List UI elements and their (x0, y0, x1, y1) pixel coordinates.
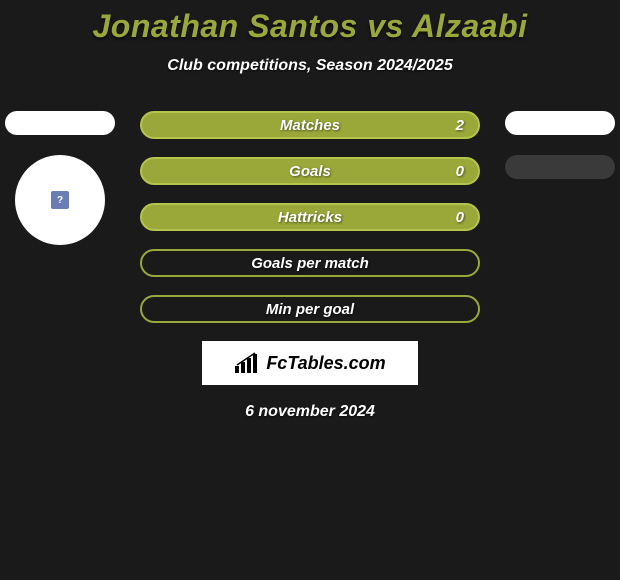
right-player-pill-1 (505, 111, 615, 135)
stat-row-goals-per-match: Goals per match (140, 249, 480, 277)
brand-name: FcTables.com (266, 353, 385, 374)
page-title: Jonathan Santos vs Alzaabi (0, 0, 620, 45)
left-player-avatar: ? (15, 155, 105, 245)
stats-area: ? Matches 2 Goals 0 Hattricks 0 Goals pe… (0, 111, 620, 323)
stat-label: Goals per match (251, 255, 369, 272)
stat-value: 0 (456, 209, 464, 226)
right-player-pill-2 (505, 155, 615, 179)
stat-row-matches: Matches 2 (140, 111, 480, 139)
player2-name: Alzaabi (412, 8, 528, 44)
stat-label: Matches (280, 117, 340, 134)
vs-separator: vs (367, 8, 404, 44)
avatar-placeholder-icon: ? (51, 191, 69, 209)
brand-box[interactable]: FcTables.com (202, 341, 418, 385)
subtitle: Club competitions, Season 2024/2025 (0, 57, 620, 75)
stat-value: 2 (456, 117, 464, 134)
stat-value: 0 (456, 163, 464, 180)
stat-row-goals: Goals 0 (140, 157, 480, 185)
left-player-column: ? (0, 111, 120, 245)
stat-row-min-per-goal: Min per goal (140, 295, 480, 323)
stat-bars: Matches 2 Goals 0 Hattricks 0 Goals per … (140, 111, 480, 323)
right-player-column (500, 111, 620, 199)
left-player-pill (5, 111, 115, 135)
stat-label: Goals (289, 163, 331, 180)
bar-chart-icon (234, 352, 260, 374)
stat-label: Hattricks (278, 209, 342, 226)
footer-date: 6 november 2024 (0, 403, 620, 421)
player1-name: Jonathan Santos (92, 8, 357, 44)
stat-row-hattricks: Hattricks 0 (140, 203, 480, 231)
stat-label: Min per goal (266, 301, 354, 318)
avatar-placeholder-glyph: ? (57, 195, 63, 206)
comparison-widget: Jonathan Santos vs Alzaabi Club competit… (0, 0, 620, 580)
